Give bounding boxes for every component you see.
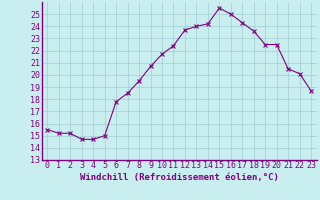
X-axis label: Windchill (Refroidissement éolien,°C): Windchill (Refroidissement éolien,°C) — [80, 173, 279, 182]
